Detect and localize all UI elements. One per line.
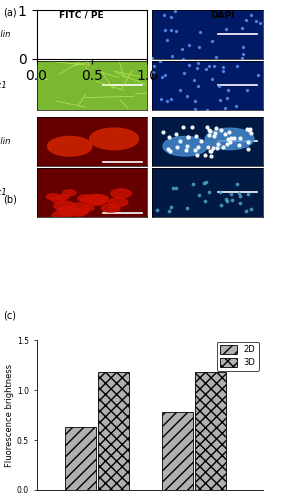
Circle shape [90,128,139,150]
Circle shape [89,195,109,203]
Circle shape [81,198,89,202]
Circle shape [52,196,65,202]
Y-axis label: Pdx1: Pdx1 [0,188,8,196]
Circle shape [205,128,254,150]
Text: (b): (b) [3,194,17,204]
Legend: 2D, 3D: 2D, 3D [217,342,259,370]
Y-axis label: Pdx1: Pdx1 [0,81,8,90]
Bar [195,372,226,490]
Circle shape [163,136,207,156]
Bar [162,412,193,490]
Point [210,378,214,386]
Circle shape [75,208,89,214]
Bar [65,427,96,490]
Circle shape [58,206,78,215]
Circle shape [48,136,92,156]
Circle shape [111,189,131,198]
Circle shape [87,197,105,205]
Circle shape [58,194,69,199]
Circle shape [52,211,72,220]
Circle shape [46,194,60,200]
Y-axis label: Insulin: Insulin [0,137,11,146]
Circle shape [102,204,120,212]
Text: (a): (a) [3,8,17,18]
Circle shape [109,198,128,206]
Circle shape [71,203,89,211]
Circle shape [110,206,118,208]
Circle shape [84,194,107,204]
Text: (c): (c) [3,311,16,321]
Circle shape [54,201,75,210]
Y-axis label: Fluorescence brightness: Fluorescence brightness [5,364,14,467]
Circle shape [78,195,93,202]
Bar [98,372,129,490]
Circle shape [82,206,94,211]
Circle shape [63,190,76,196]
Y-axis label: Insulin: Insulin [0,30,11,39]
Text: FITC / PE: FITC / PE [60,11,104,20]
Text: DAPI: DAPI [210,11,234,20]
Circle shape [71,209,86,216]
